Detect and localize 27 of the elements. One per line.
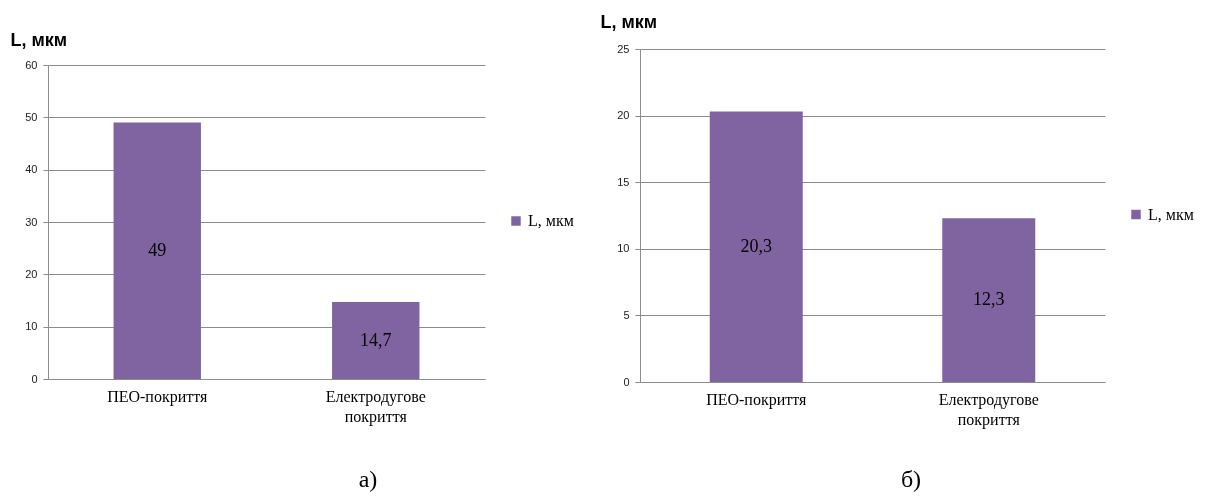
legend-label: L, мкм bbox=[528, 212, 574, 229]
y-tick-label: 0 bbox=[31, 372, 38, 385]
text: а) bbox=[358, 466, 378, 492]
y-tick-label: 50 bbox=[25, 110, 38, 123]
data-label: 49 bbox=[148, 239, 167, 260]
y-tick-label: 15 bbox=[617, 175, 630, 188]
text: б) bbox=[900, 466, 922, 492]
y-tick-label: 60 bbox=[25, 58, 38, 71]
y-tick-label: 10 bbox=[25, 320, 38, 333]
x-tick-label: Електродугове покриття bbox=[325, 387, 426, 426]
data-label: 20,3 bbox=[740, 235, 772, 256]
legend-label: L, мкм bbox=[1148, 205, 1194, 223]
x-tick-label: ПЕО-покриття bbox=[706, 390, 808, 409]
y-axis-title: L, мкм bbox=[10, 29, 68, 50]
x-tick-label: ПЕО-покриття bbox=[107, 387, 209, 406]
data-label: 14,7 bbox=[360, 329, 392, 350]
data-label: 12,3 bbox=[973, 289, 1005, 310]
y-tick-label: 5 bbox=[623, 308, 630, 321]
y-tick-label: 20 bbox=[617, 109, 630, 122]
x-tick-label: Електродугове покриття bbox=[938, 390, 1039, 429]
y-tick-label: 0 bbox=[623, 375, 630, 388]
y-axis-title: L, мкм bbox=[600, 11, 658, 32]
y-tick-label: 40 bbox=[25, 163, 38, 176]
y-tick-label: 30 bbox=[25, 215, 38, 228]
y-tick-label: 20 bbox=[25, 267, 38, 280]
y-tick-label: 10 bbox=[617, 242, 630, 255]
y-tick-label: 25 bbox=[617, 42, 630, 55]
